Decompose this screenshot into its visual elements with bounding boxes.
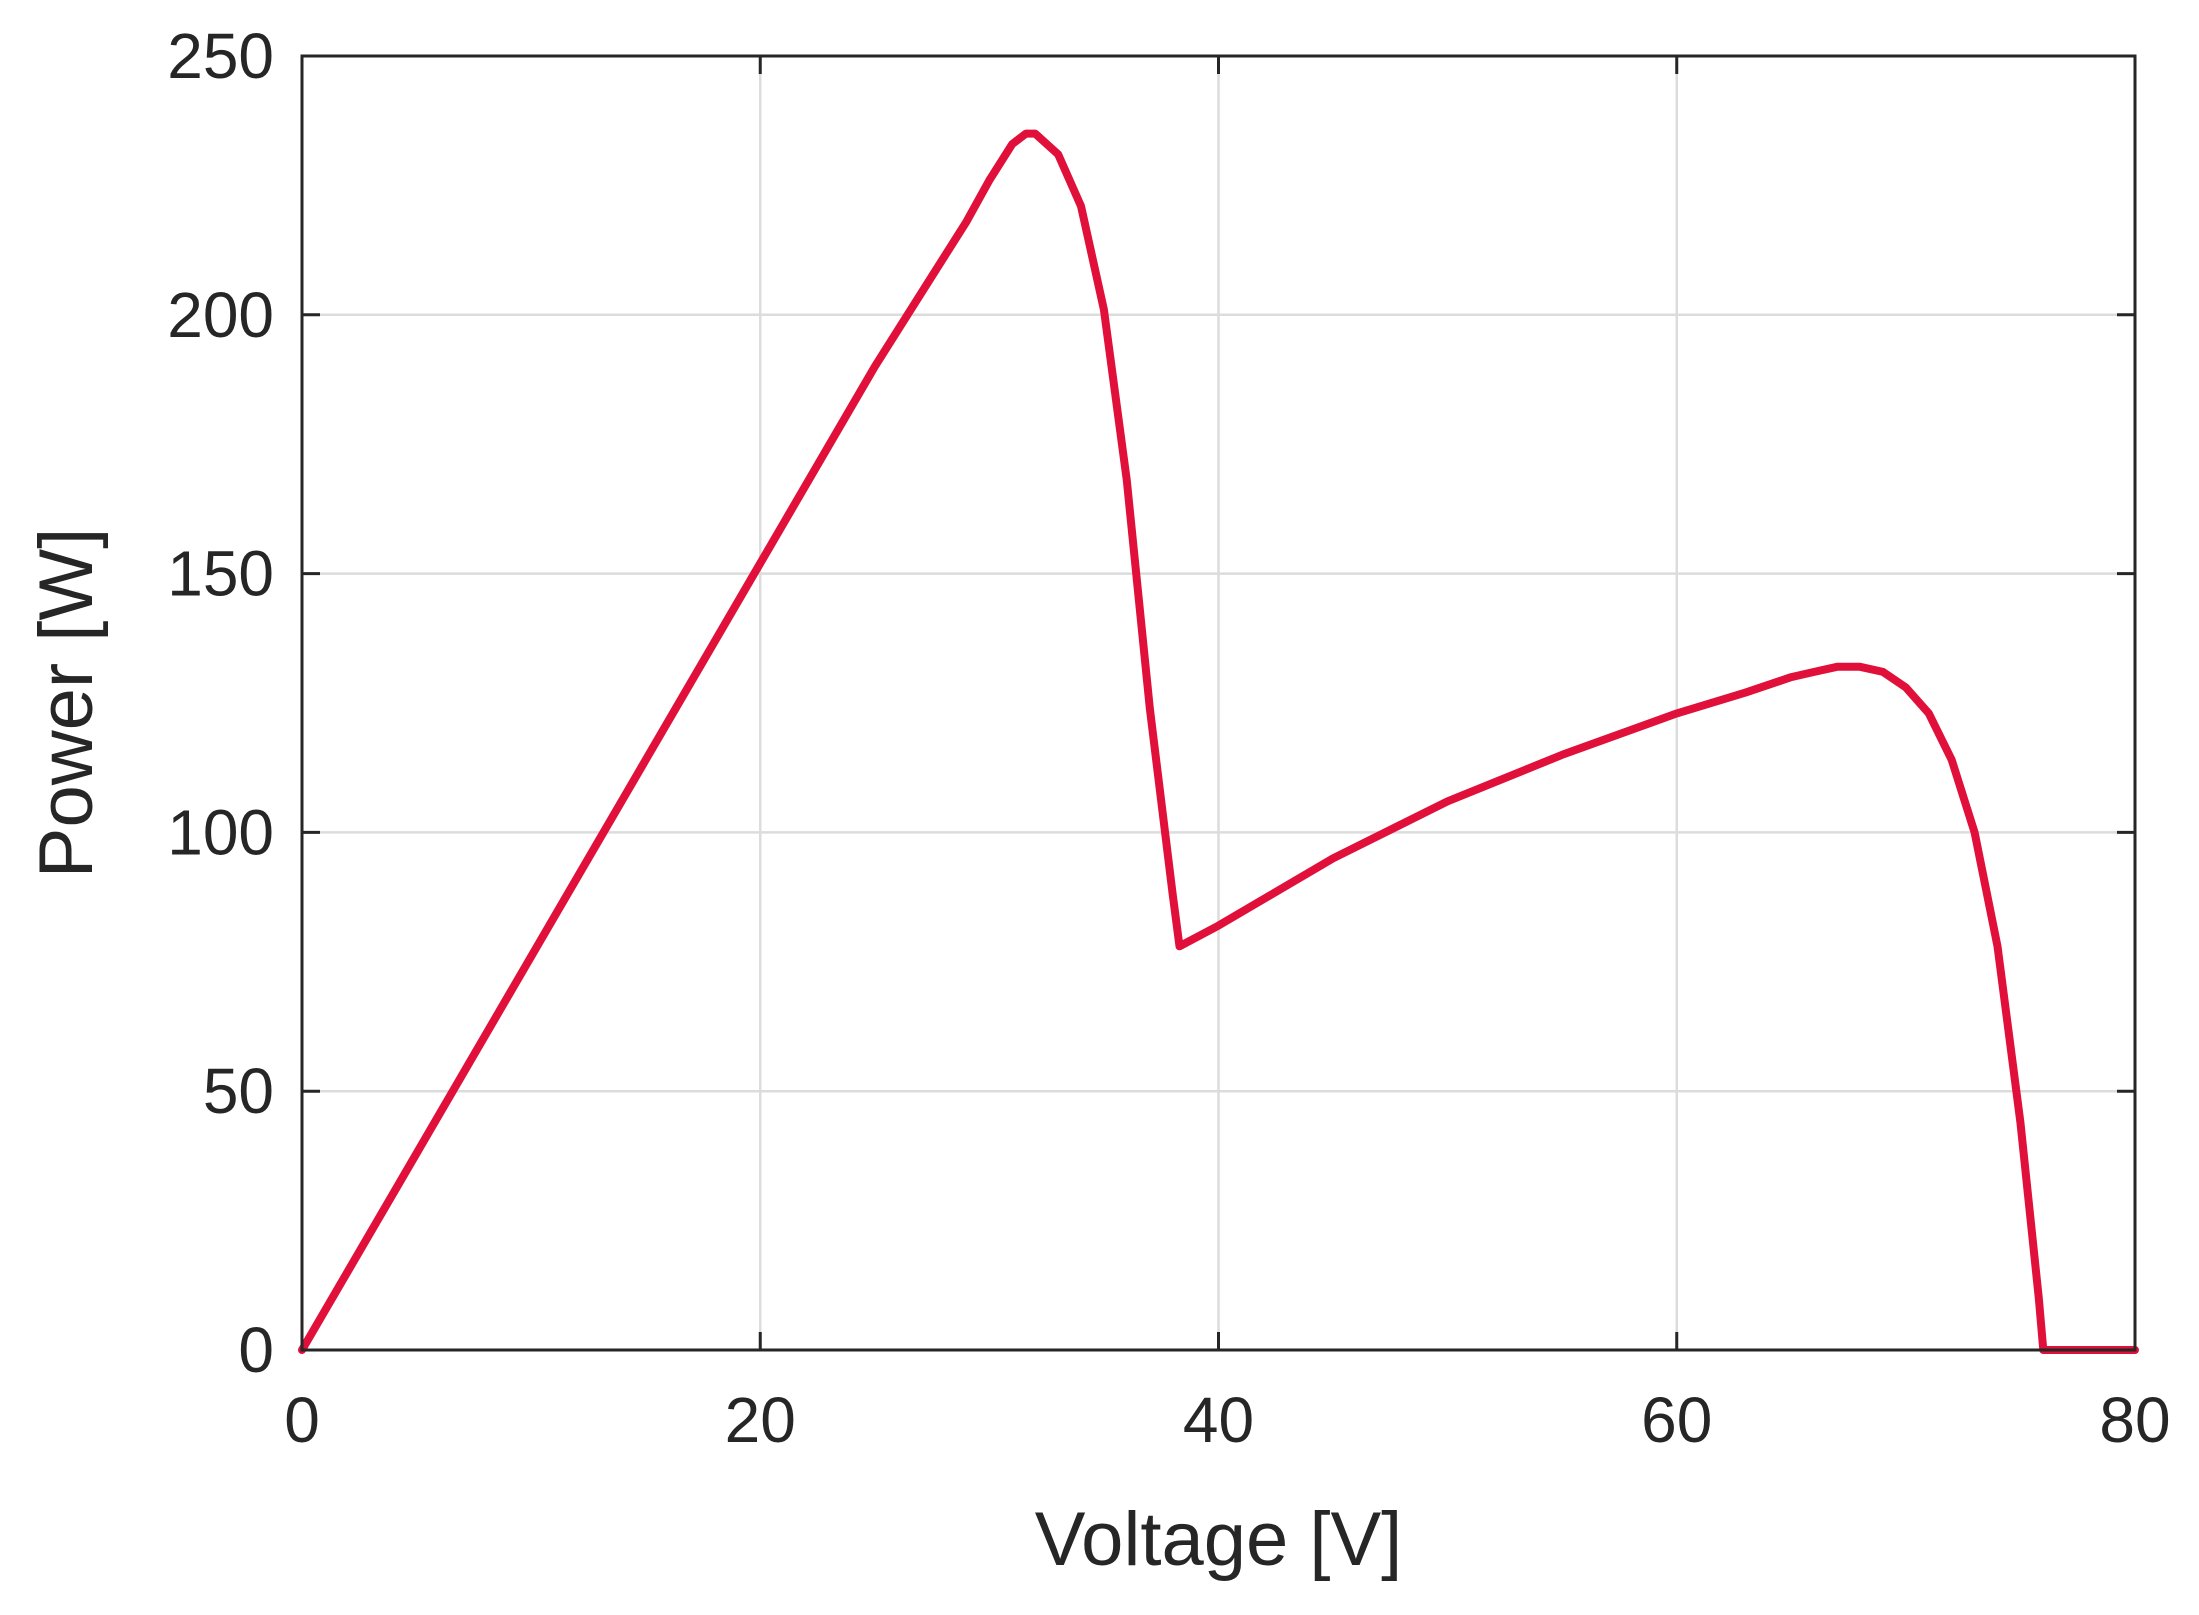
power-curve [298, 129, 2139, 1354]
tick-marks [300, 54, 2137, 1352]
x-tick-label: 40 [1183, 1384, 1254, 1456]
y-tick-label: 150 [167, 538, 274, 610]
x-axis-label: Voltage [V] [1035, 1497, 1403, 1582]
y-tick-label: 100 [167, 796, 274, 868]
y-tick-label: 250 [167, 20, 274, 92]
x-tick-labels: 0 20 40 60 80 [284, 1384, 2170, 1456]
x-tick-label: 80 [2099, 1384, 2170, 1456]
y-axis-label: Power [W] [24, 528, 109, 879]
x-tick-label: 20 [725, 1384, 796, 1456]
x-tick-label: 60 [1641, 1384, 1712, 1456]
x-tick-label: 0 [284, 1384, 320, 1456]
y-tick-label: 50 [203, 1055, 274, 1127]
y-tick-label: 200 [167, 279, 274, 351]
y-tick-labels: 0 50 100 150 200 250 [167, 20, 274, 1386]
y-tick-label: 0 [238, 1314, 274, 1386]
grid-lines [302, 56, 2135, 1350]
series-layer [298, 129, 2139, 1354]
